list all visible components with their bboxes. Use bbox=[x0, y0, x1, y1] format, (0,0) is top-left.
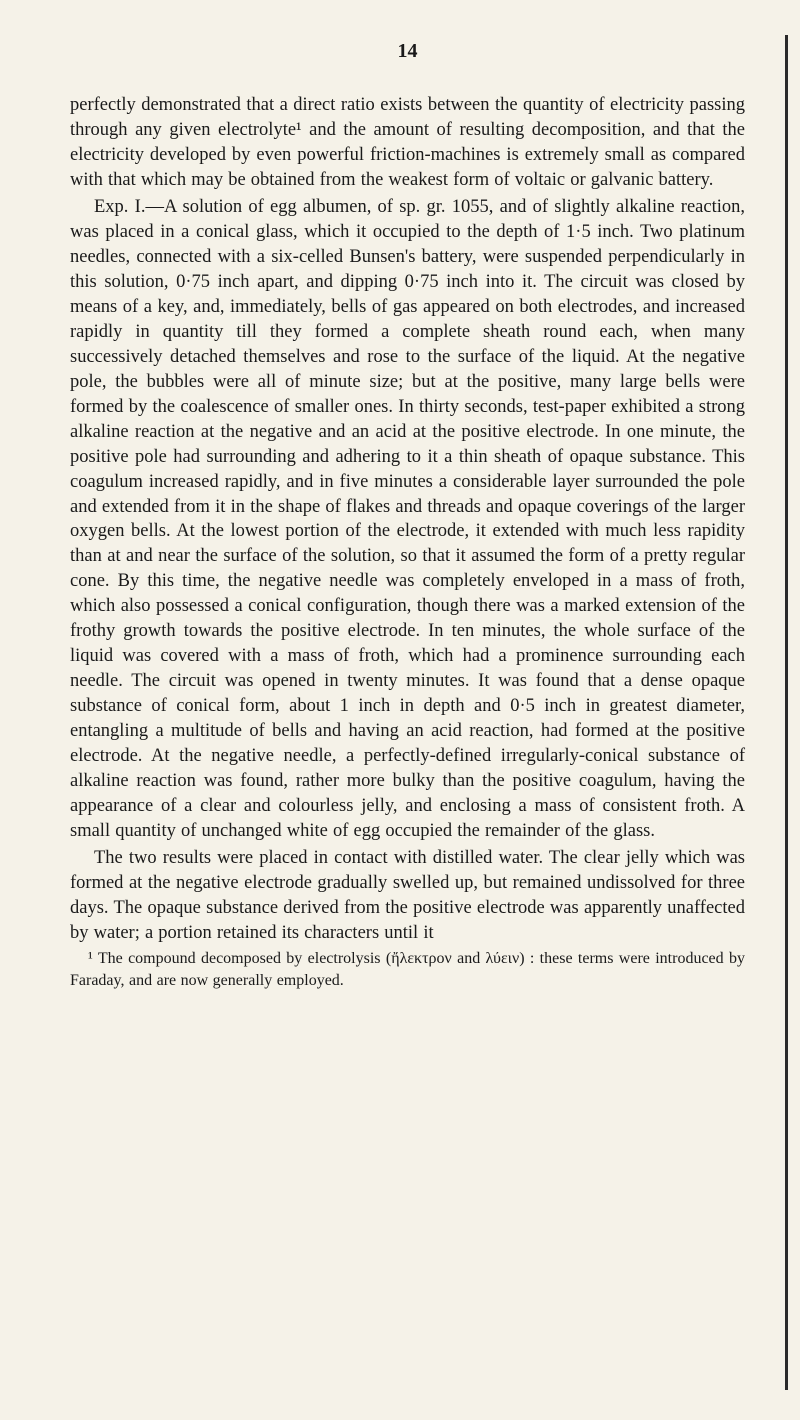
paragraph-2: Exp. I.—A solution of egg albumen, of sp… bbox=[70, 195, 745, 844]
paragraph-3: The two results were placed in contact w… bbox=[70, 846, 745, 946]
paragraph-1: perfectly demonstrated that a direct rat… bbox=[70, 93, 745, 193]
document-page: 14 perfectly demonstrated that a direct … bbox=[0, 0, 800, 1420]
footnote: ¹ The compound decomposed by electrolysi… bbox=[70, 948, 745, 991]
page-number: 14 bbox=[70, 40, 745, 63]
right-margin-bar bbox=[785, 35, 788, 1390]
body-text: perfectly demonstrated that a direct rat… bbox=[70, 93, 745, 991]
